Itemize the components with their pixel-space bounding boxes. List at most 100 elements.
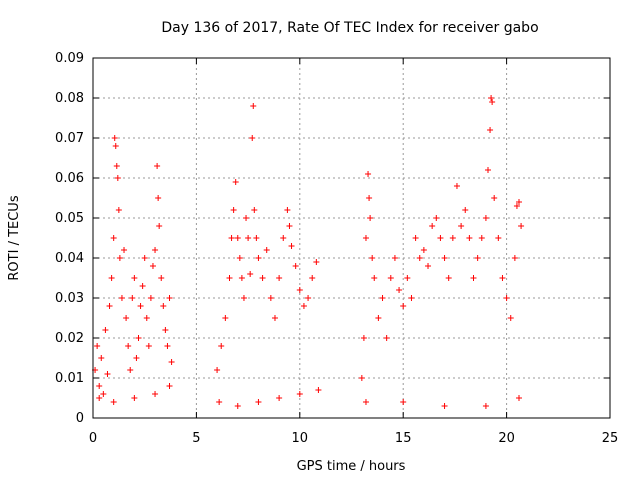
data-point bbox=[484, 167, 491, 173]
x-tick-label: 0 bbox=[89, 431, 97, 446]
data-point bbox=[129, 295, 136, 301]
data-point bbox=[156, 223, 163, 229]
data-point bbox=[396, 287, 403, 293]
data-point bbox=[240, 295, 247, 301]
data-point bbox=[123, 315, 130, 321]
data-point bbox=[243, 215, 250, 221]
data-point bbox=[482, 215, 489, 221]
data-point bbox=[245, 235, 252, 241]
data-point bbox=[511, 255, 518, 261]
data-point bbox=[234, 403, 241, 409]
data-point bbox=[110, 399, 117, 405]
data-point bbox=[518, 223, 525, 229]
data-point bbox=[116, 255, 123, 261]
data-points bbox=[92, 95, 525, 409]
data-point bbox=[104, 371, 111, 377]
data-point bbox=[313, 259, 320, 265]
data-point bbox=[276, 395, 283, 401]
data-point bbox=[232, 179, 239, 185]
data-point bbox=[449, 235, 456, 241]
data-point bbox=[149, 263, 156, 269]
data-point bbox=[166, 295, 173, 301]
data-point bbox=[135, 335, 142, 341]
data-point bbox=[280, 235, 287, 241]
data-point bbox=[516, 199, 523, 205]
data-point bbox=[230, 207, 237, 213]
data-point bbox=[147, 295, 154, 301]
data-point bbox=[137, 303, 144, 309]
data-point bbox=[437, 235, 444, 241]
y-axis-label: ROTI / TECUs bbox=[7, 195, 22, 280]
data-point bbox=[391, 255, 398, 261]
data-point bbox=[152, 391, 159, 397]
x-tick-label: 5 bbox=[192, 431, 200, 446]
y-tick-label: 0.08 bbox=[55, 91, 84, 106]
data-point bbox=[408, 295, 415, 301]
data-point bbox=[263, 247, 270, 253]
data-point bbox=[495, 235, 502, 241]
data-point bbox=[400, 399, 407, 405]
x-tick-label: 20 bbox=[498, 431, 515, 446]
data-point bbox=[267, 295, 274, 301]
y-tick-label: 0 bbox=[76, 411, 84, 426]
data-point bbox=[420, 247, 427, 253]
data-point bbox=[271, 315, 278, 321]
data-point bbox=[113, 163, 120, 169]
data-point bbox=[286, 223, 293, 229]
data-point bbox=[162, 327, 169, 333]
data-point bbox=[387, 275, 394, 281]
data-point bbox=[491, 195, 498, 201]
y-tick-label: 0.06 bbox=[55, 171, 84, 186]
data-point bbox=[499, 275, 506, 281]
data-point bbox=[503, 295, 510, 301]
data-point bbox=[228, 235, 235, 241]
data-point bbox=[400, 303, 407, 309]
data-point bbox=[145, 343, 152, 349]
data-point bbox=[507, 315, 514, 321]
data-point bbox=[453, 183, 460, 189]
data-point bbox=[216, 399, 223, 405]
data-point bbox=[367, 215, 374, 221]
data-point bbox=[143, 315, 150, 321]
data-point bbox=[114, 175, 121, 181]
data-point bbox=[513, 203, 520, 209]
data-point bbox=[249, 135, 256, 141]
data-point bbox=[222, 315, 229, 321]
data-point bbox=[296, 287, 303, 293]
grid bbox=[93, 58, 610, 418]
data-point bbox=[100, 391, 107, 397]
y-tick-label: 0.02 bbox=[55, 331, 84, 346]
x-tick-label: 15 bbox=[395, 431, 412, 446]
data-point bbox=[470, 275, 477, 281]
data-point bbox=[365, 171, 372, 177]
data-point bbox=[466, 235, 473, 241]
plot-frame bbox=[92, 57, 611, 419]
y-tick-label: 0.03 bbox=[55, 291, 84, 306]
data-point bbox=[255, 255, 262, 261]
data-point bbox=[106, 303, 113, 309]
data-point bbox=[110, 235, 117, 241]
y-tick-label: 0.01 bbox=[55, 371, 84, 386]
data-point bbox=[292, 263, 299, 269]
data-point bbox=[121, 247, 128, 253]
data-point bbox=[487, 127, 494, 133]
data-point bbox=[441, 255, 448, 261]
data-point bbox=[445, 275, 452, 281]
data-point bbox=[416, 255, 423, 261]
data-point bbox=[433, 215, 440, 221]
y-tick-label: 0.09 bbox=[55, 51, 84, 66]
data-point bbox=[478, 235, 485, 241]
data-point bbox=[425, 263, 432, 269]
data-point bbox=[253, 235, 260, 241]
x-axis-label: GPS time / hours bbox=[297, 459, 406, 474]
data-point bbox=[362, 399, 369, 405]
data-point bbox=[458, 223, 465, 229]
data-point bbox=[360, 335, 367, 341]
data-point bbox=[358, 375, 365, 381]
data-point bbox=[366, 195, 373, 201]
data-point bbox=[300, 303, 307, 309]
data-point bbox=[133, 355, 140, 361]
data-point bbox=[276, 275, 283, 281]
data-point bbox=[482, 403, 489, 409]
